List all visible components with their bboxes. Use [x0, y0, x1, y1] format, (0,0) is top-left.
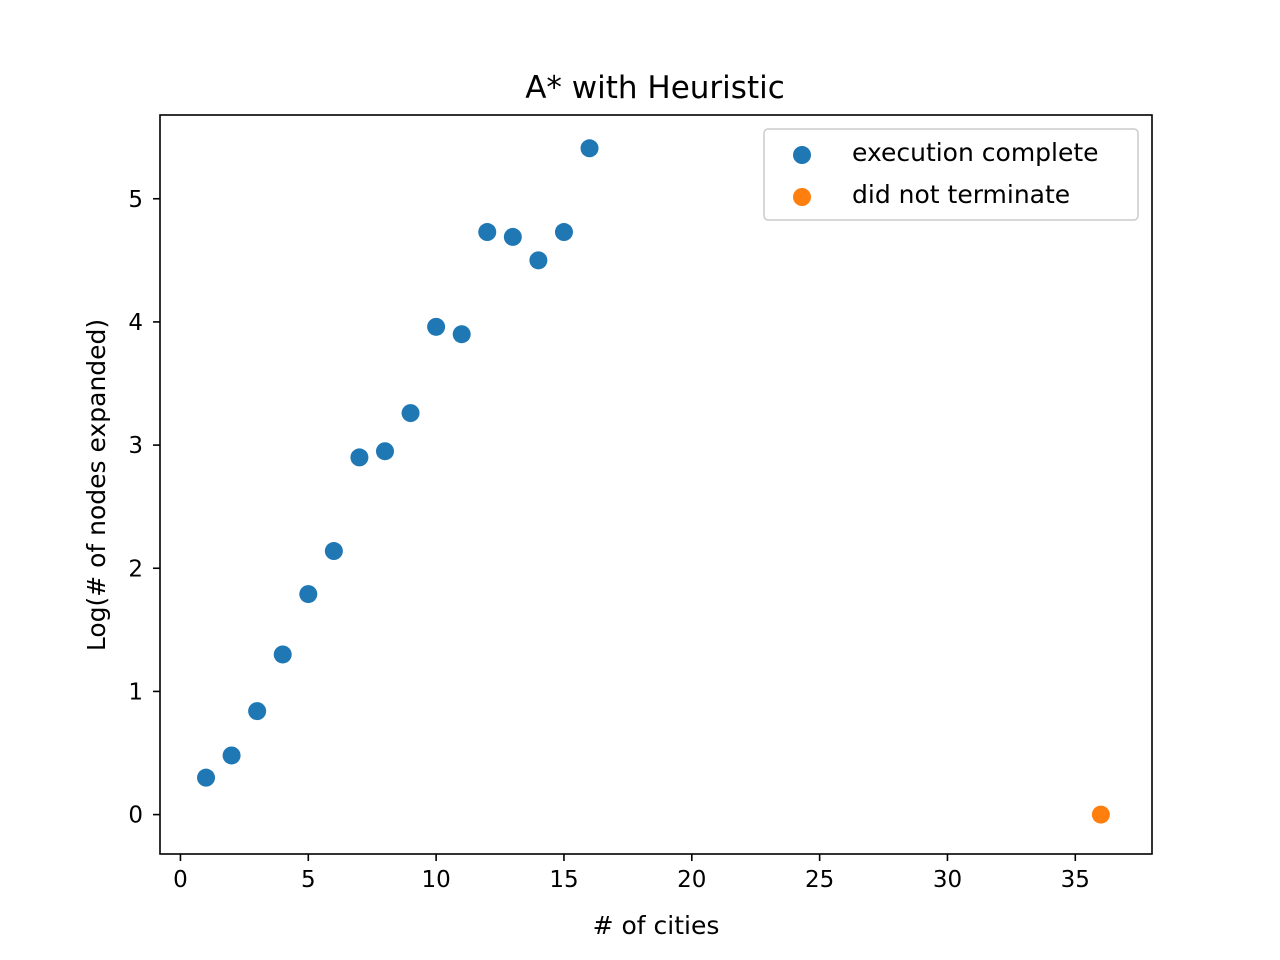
data-point: [1091, 805, 1110, 824]
data-point: [427, 317, 446, 336]
data-point: [478, 223, 497, 242]
x-axis: 0 5 10 15 20 25 30 35: [173, 854, 1090, 893]
data-point: [401, 404, 420, 423]
y-axis-label: Log(# of nodes expanded): [82, 319, 111, 651]
data-point: [375, 442, 394, 461]
data-point: [503, 227, 522, 246]
x-tick-label: 15: [549, 867, 578, 893]
y-tick-label: 4: [128, 310, 143, 336]
x-tick-label: 10: [421, 867, 450, 893]
plot-area: [159, 114, 1153, 855]
x-tick-label: 20: [677, 867, 706, 893]
data-point: [324, 542, 343, 561]
y-tick-label: 5: [128, 187, 143, 213]
data-point: [580, 139, 599, 158]
series-1: [1091, 805, 1110, 824]
legend-label-did-not-terminate: did not terminate: [852, 180, 1070, 209]
x-tick-label: 35: [1061, 867, 1090, 893]
data-point: [452, 325, 471, 344]
data-point: [299, 585, 318, 604]
x-tick-label: 0: [173, 867, 188, 893]
y-tick-label: 2: [128, 556, 143, 582]
y-tick-label: 3: [128, 433, 143, 459]
y-axis: 0 1 2 3 4 5: [128, 187, 160, 829]
legend-box: [763, 128, 1139, 221]
data-point: [197, 768, 216, 787]
chart-title: A* with Heuristic: [525, 70, 785, 106]
series-0: [197, 139, 599, 787]
data-points: [197, 139, 1110, 824]
x-tick-label: 25: [805, 867, 834, 893]
y-tick-label: 1: [128, 679, 143, 705]
x-tick-label: 30: [933, 867, 962, 893]
plot-frame: [159, 114, 1153, 855]
legend-marker-did-not-terminate: [793, 188, 811, 206]
data-point: [248, 702, 267, 721]
x-axis-label: # of cities: [593, 911, 720, 940]
data-point: [222, 746, 241, 765]
data-point: [554, 223, 573, 242]
y-tick-label: 0: [128, 803, 143, 829]
data-point: [273, 645, 292, 664]
legend: execution complete did not terminate: [763, 128, 1139, 221]
legend-label-execution-complete: execution complete: [852, 138, 1099, 167]
data-point: [350, 448, 369, 467]
legend-marker-execution-complete: [793, 146, 811, 164]
data-point: [529, 251, 548, 270]
x-tick-label: 5: [301, 867, 316, 893]
